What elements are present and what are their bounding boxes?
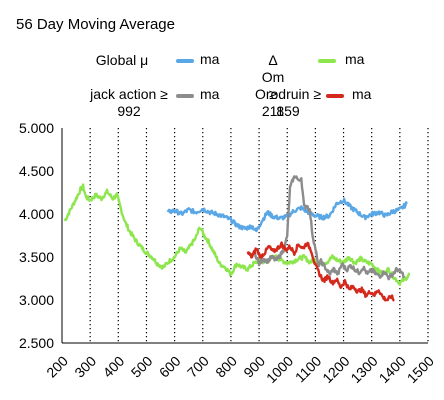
y-tick-label: 4.000 [19, 206, 54, 222]
series-line-3 [246, 241, 395, 302]
legend-suffix-delta-om: ma [345, 51, 365, 67]
legend-swatch-global-mu [176, 59, 194, 63]
x-tick-label: 800 [212, 353, 240, 381]
y-tick-label: 4.500 [19, 163, 54, 179]
x-tick-label: 1300 [347, 353, 380, 386]
series-lines [63, 175, 411, 302]
x-tick-label: 1200 [319, 353, 352, 386]
legend-swatch-jack-action [176, 94, 194, 98]
x-tick-label: 300 [71, 353, 99, 381]
series-line-2 [253, 175, 406, 281]
legend-suffix-jack-action: ma [200, 86, 220, 102]
x-tick-label: 200 [43, 353, 71, 381]
grid [89, 128, 429, 343]
chart-title: 56 Day Moving Average [16, 16, 175, 33]
x-tick-label: 600 [156, 353, 184, 381]
x-tick-label: 1500 [404, 353, 437, 386]
x-tick-label: 1000 [263, 353, 296, 386]
legend-suffix-global-mu: ma [200, 51, 220, 67]
legend-label-global-mu: Global μ [95, 52, 149, 68]
legend-label-delta-om: Δ Om ≥ 211 [261, 52, 285, 119]
y-tick-label: 2.500 [19, 335, 54, 351]
legend-label-orodruin: Orodruin ≥ 859 [254, 86, 322, 119]
x-tick-label: 700 [184, 353, 212, 381]
axes [61, 128, 428, 344]
legend-label-jack-action: jack action ≥ 992 [90, 86, 168, 119]
x-tick-label: 1400 [376, 353, 409, 386]
x-tick-label: 500 [128, 353, 156, 381]
legend-suffix-orodruin: ma [352, 86, 372, 102]
x-tick-labels: 200 300 400 500 600 700 800 9001000110012001300… [43, 353, 437, 386]
y-tick-label: 5.000 [19, 120, 54, 136]
legend-swatch-delta-om [318, 59, 336, 63]
x-tick-label: 1100 [292, 353, 325, 386]
series-line-1 [63, 183, 411, 286]
y-tick-labels: 2.500 3.000 3.500 4.000 4.500 5.000 [19, 120, 54, 351]
y-tick-label: 3.500 [19, 249, 54, 265]
y-tick-label: 3.000 [19, 292, 54, 308]
legend-swatch-orodruin [326, 94, 344, 98]
x-tick-label: 400 [100, 353, 128, 381]
